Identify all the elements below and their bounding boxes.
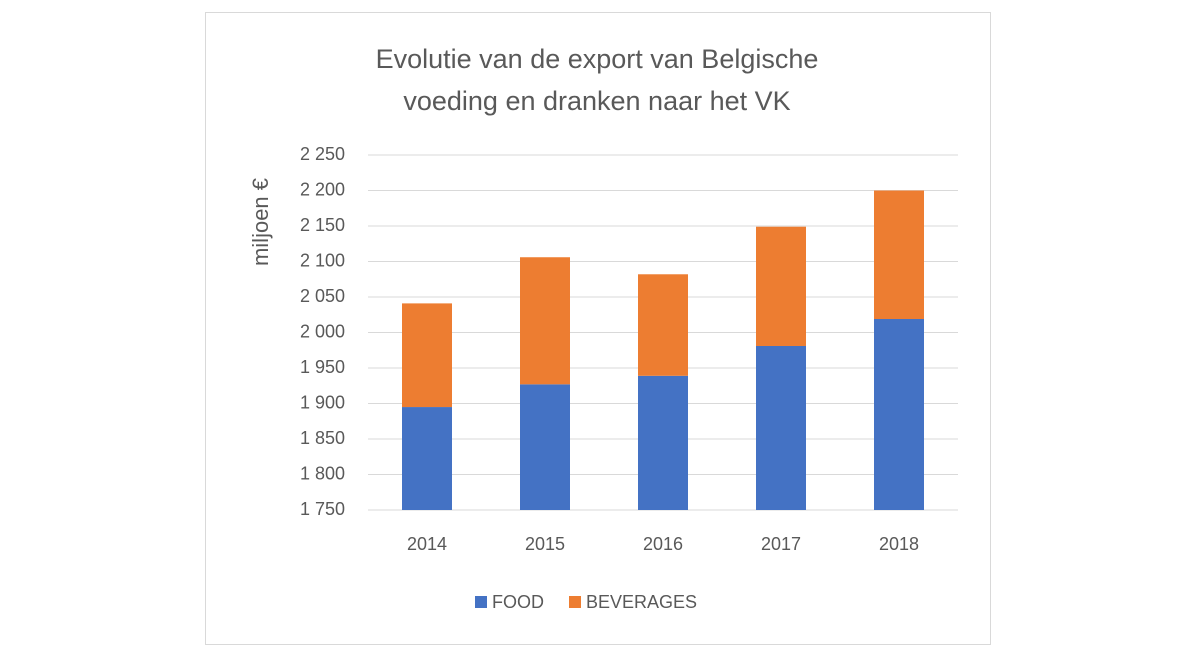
bar-segment bbox=[756, 226, 806, 346]
x-tick-label: 2015 bbox=[525, 534, 565, 554]
bar-segment bbox=[402, 303, 452, 408]
y-tick-label: 2 000 bbox=[300, 321, 345, 341]
y-axis-label: miljoen € bbox=[248, 178, 273, 266]
y-tick-label: 2 150 bbox=[300, 215, 345, 235]
bar-segment bbox=[874, 319, 924, 510]
bar-segment bbox=[520, 384, 570, 510]
y-tick-label: 1 800 bbox=[300, 463, 345, 483]
y-tick-label: 2 250 bbox=[300, 144, 345, 164]
bar-segment bbox=[756, 345, 806, 510]
y-tick-label: 1 900 bbox=[300, 392, 345, 412]
y-tick-label: 2 100 bbox=[300, 250, 345, 270]
bar-segment bbox=[874, 190, 924, 320]
bar-segment bbox=[402, 407, 452, 510]
y-tick-label: 1 850 bbox=[300, 428, 345, 448]
x-tick-label: 2017 bbox=[761, 534, 801, 554]
y-tick-label: 1 950 bbox=[300, 357, 345, 377]
legend-swatch bbox=[569, 596, 581, 608]
y-tick-label: 2 200 bbox=[300, 179, 345, 199]
chart-border bbox=[205, 12, 991, 645]
bar-segment bbox=[638, 375, 688, 510]
y-tick-label: 1 750 bbox=[300, 499, 345, 519]
legend-swatch bbox=[475, 596, 487, 608]
x-tick-label: 2014 bbox=[407, 534, 447, 554]
y-tick-label: 2 050 bbox=[300, 286, 345, 306]
x-tick-label: 2018 bbox=[879, 534, 919, 554]
bar-segment bbox=[520, 257, 570, 385]
chart-title: Evolutie van de export van Belgische voe… bbox=[375, 44, 819, 116]
legend-label: BEVERAGES bbox=[586, 592, 697, 612]
legend-label: FOOD bbox=[492, 592, 544, 612]
bar-segment bbox=[638, 274, 688, 376]
x-tick-label: 2016 bbox=[643, 534, 683, 554]
